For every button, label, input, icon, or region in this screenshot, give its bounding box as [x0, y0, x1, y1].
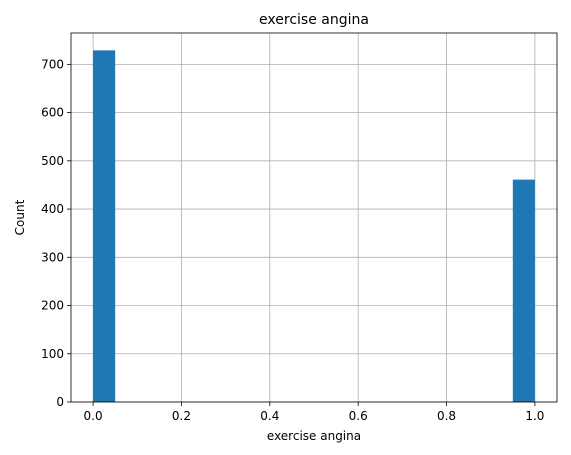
grid-layer — [71, 33, 557, 402]
y-tick-label-5: 500 — [41, 154, 64, 168]
histogram-bar-0 — [93, 50, 115, 402]
chart-title: exercise angina — [259, 12, 369, 28]
x-tick-label-3: 0.6 — [349, 409, 368, 423]
plot-frame — [71, 33, 557, 402]
y-tick-label-2: 200 — [41, 299, 64, 313]
x-tick-label-4: 0.8 — [437, 409, 456, 423]
y-tick-label-7: 700 — [41, 57, 64, 71]
y-axis-ticks: 0 100 200 300 400 500 600 700 — [41, 57, 71, 409]
axes-layer — [71, 33, 557, 402]
y-axis-label: Count — [13, 199, 27, 235]
x-tick-label-0: 0.0 — [84, 409, 103, 423]
x-axis-label: exercise angina — [267, 429, 361, 443]
y-tick-label-4: 400 — [41, 202, 64, 216]
x-axis-ticks: 0.0 0.2 0.4 0.6 0.8 1.0 — [84, 402, 545, 423]
bars-layer — [93, 50, 535, 402]
x-tick-label-1: 0.2 — [172, 409, 191, 423]
x-tick-label-5: 1.0 — [525, 409, 544, 423]
y-tick-label-0: 0 — [56, 395, 64, 409]
y-tick-label-1: 100 — [41, 347, 64, 361]
histogram-bar-1 — [513, 180, 535, 402]
y-tick-label-6: 600 — [41, 106, 64, 120]
y-tick-label-3: 300 — [41, 250, 64, 264]
x-tick-label-2: 0.4 — [260, 409, 279, 423]
